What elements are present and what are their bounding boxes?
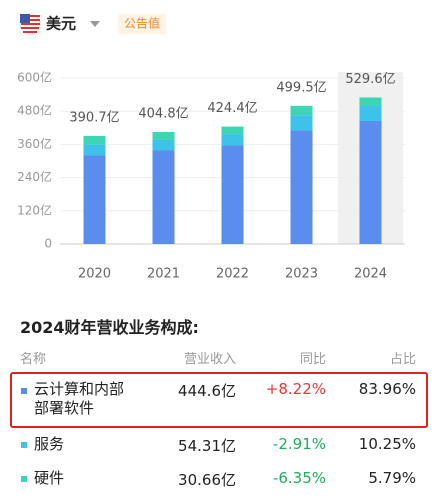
row-name[interactable]: 服务 (34, 435, 65, 453)
row-share: 5.79% (368, 469, 416, 487)
column-header: 名称 (20, 352, 47, 367)
row-share: 83.96% (358, 380, 416, 398)
x-tick-label: 2021 (147, 267, 180, 282)
row-yoy: +8.22% (265, 380, 326, 398)
column-header: 同比 (299, 352, 326, 367)
y-tick-label: 360亿 (17, 136, 52, 151)
row-dot (21, 388, 27, 394)
total-label: 390.7亿 (69, 110, 119, 125)
bar-segment (83, 155, 106, 244)
row-dot (21, 442, 27, 448)
dropdown-caret[interactable] (90, 21, 100, 27)
x-tick-label: 2020 (78, 267, 111, 282)
row-revenue: 30.66亿 (178, 471, 236, 489)
bar-segment (221, 145, 244, 244)
bar-segment (290, 130, 313, 244)
row-revenue: 54.31亿 (178, 437, 236, 455)
bar-segment (359, 120, 382, 244)
bar-segment (221, 134, 244, 146)
x-tick-label: 2024 (354, 267, 387, 282)
currency[interactable]: 美元 (46, 15, 76, 33)
row-dot (21, 476, 27, 482)
bar-segment (359, 97, 382, 106)
row-yoy: -2.91% (272, 435, 326, 453)
badge-bg (118, 14, 166, 34)
row-yoy: -6.35% (272, 469, 326, 487)
flag-stripes (21, 15, 40, 33)
bar-segment (152, 139, 175, 151)
total-label: 499.5亿 (276, 80, 326, 95)
x-tick-label: 2022 (216, 267, 249, 282)
row-revenue: 444.6亿 (178, 382, 236, 400)
y-tick-label: 600亿 (17, 70, 52, 85)
y-tick-label: 480亿 (17, 103, 52, 118)
row-share: 10.25% (358, 435, 416, 453)
bar-segment (290, 105, 313, 116)
bar-segment (83, 135, 106, 145)
bar-segment (221, 126, 244, 135)
column-header: 营业收入 (183, 352, 236, 367)
bar-segment (83, 144, 106, 156)
total-label: 424.4亿 (207, 101, 257, 116)
y-tick-label: 120亿 (17, 202, 52, 217)
column-header: 占比 (389, 352, 416, 367)
row-name[interactable]: 硬件 (34, 469, 65, 487)
y-tick-label: 0 (44, 237, 52, 251)
total-label: 404.8亿 (138, 107, 188, 122)
bar-segment (152, 132, 175, 140)
badge: 公告值 (124, 16, 160, 31)
y-tick-label: 240亿 (17, 169, 52, 184)
chart: 美元 公告值 0 120亿 240亿 360亿 480亿 600亿 2020 390.7亿 20… (17, 13, 405, 282)
total-label: 529.6亿 (345, 72, 395, 87)
flag-canton (20, 14, 30, 23)
section-title: 2024财年营收业务构成: (20, 318, 199, 337)
bar-segment (290, 115, 313, 131)
bar-segment (152, 150, 175, 244)
row-name[interactable]: 云计算和内部部署软件 (34, 380, 125, 417)
x-tick-label: 2023 (285, 267, 318, 282)
selected-row-border[interactable] (10, 372, 428, 428)
bar-segment (359, 105, 382, 121)
